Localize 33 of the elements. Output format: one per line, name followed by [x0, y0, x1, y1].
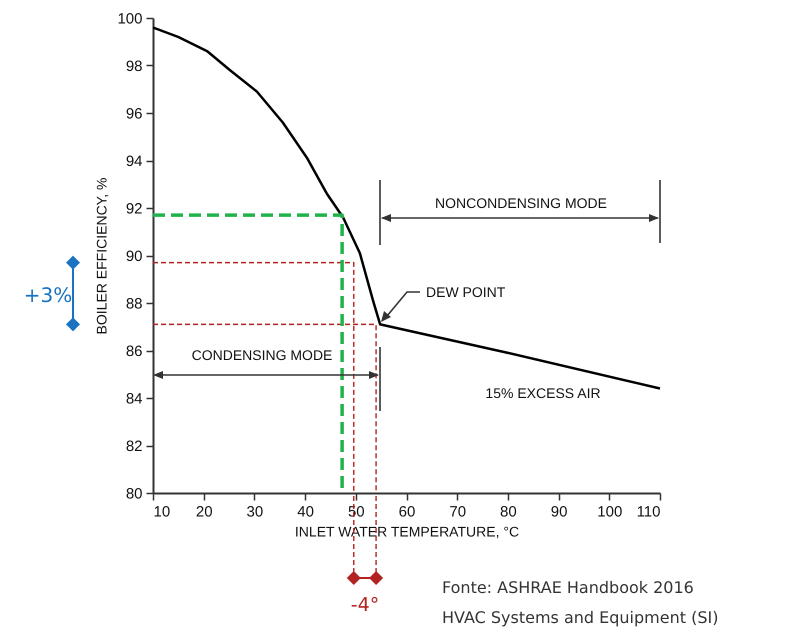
y-axis-title: BOILER EFFICIENCY, % [93, 178, 110, 334]
y-tick-label: 96 [126, 106, 142, 122]
y-tick-label: 94 [126, 153, 142, 170]
y-tick-label: 86 [126, 343, 142, 360]
x-tick-label: 20 [196, 504, 213, 520]
line-series [152, 26, 662, 390]
y-tick-label: 92 [126, 200, 142, 218]
x-tick-label: 110 [636, 504, 660, 520]
x-tick-label: 90 [550, 504, 568, 520]
annotation: NONCONDENSING MODE [435, 195, 607, 211]
annotation: 15% EXCESS AIR [485, 385, 601, 401]
annotation: CONDENSING MODE [192, 347, 332, 363]
source-note: Fonte: ASHRAE Handbook 2016 [442, 578, 694, 597]
x-tick-label: 60 [398, 504, 416, 520]
text: HVAC Systems and Equipment (SI) [442, 608, 718, 627]
y-tick-label: 88 [126, 296, 142, 312]
text: +3% [24, 283, 72, 307]
text: -4° [350, 594, 380, 616]
y-tick-label: 100 [117, 10, 142, 28]
y-tick-label: 90 [126, 248, 142, 265]
y-tick-label: 98 [126, 58, 142, 75]
x-tick-label: 80 [500, 504, 517, 520]
x-tick-label: 10 [154, 504, 170, 520]
x-tick-label: 70 [449, 504, 466, 520]
y-tick-label: 80 [126, 486, 142, 502]
x-axis-title: INLET WATER TEMPERATURE, °C [294, 524, 520, 540]
x-tick-label: 100 [597, 504, 622, 520]
x-tick-label: 40 [297, 504, 314, 520]
y-tick-label: 84 [126, 390, 142, 408]
x-tick-label: 30 [246, 504, 264, 520]
annotation: DEW POINT [426, 284, 506, 300]
y-tick-label: 82 [126, 438, 142, 455]
x-tick-label: 50 [348, 504, 365, 520]
